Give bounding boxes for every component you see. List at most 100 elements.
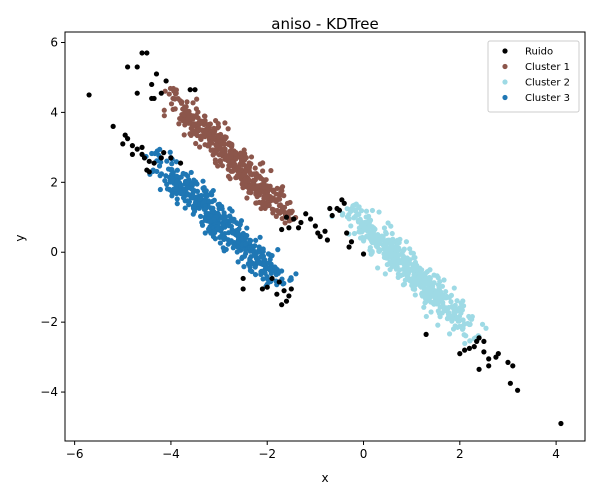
data-point-cluster-3 — [170, 169, 176, 176]
data-point-ruido — [129, 151, 136, 157]
data-point-ruido — [324, 237, 331, 243]
data-point-ruido — [124, 64, 131, 70]
data-point-cluster-2 — [451, 285, 457, 291]
data-point-cluster-2 — [463, 333, 469, 339]
data-point-cluster-2 — [367, 217, 374, 223]
data-point-cluster-3 — [173, 190, 180, 197]
data-point-cluster-3 — [230, 245, 236, 251]
data-point-cluster-1 — [181, 132, 187, 138]
data-point-cluster-2 — [452, 323, 458, 329]
data-point-cluster-3 — [185, 173, 191, 179]
data-point-cluster-2 — [350, 203, 356, 209]
data-point-ruido — [163, 78, 169, 84]
data-point-cluster-2 — [446, 331, 453, 337]
data-point-cluster-3 — [169, 178, 175, 184]
data-point-cluster-3 — [235, 259, 241, 265]
data-point-cluster-1 — [240, 172, 246, 178]
y-tick-label: −2 — [40, 315, 58, 329]
data-point-cluster-1 — [281, 204, 288, 211]
data-point-cluster-3 — [212, 236, 218, 242]
data-point-ruido — [134, 90, 140, 96]
data-point-cluster-1 — [210, 152, 216, 158]
data-point-cluster-2 — [390, 239, 396, 245]
data-point-cluster-3 — [242, 241, 249, 247]
data-point-cluster-1 — [250, 185, 256, 192]
data-point-cluster-3 — [190, 190, 196, 197]
data-point-cluster-1 — [278, 189, 284, 195]
data-point-cluster-2 — [421, 292, 427, 298]
data-point-cluster-2 — [382, 271, 388, 277]
series-cluster-1 — [161, 85, 299, 226]
data-point-cluster-1 — [262, 182, 268, 188]
data-point-ruido — [495, 351, 501, 357]
data-point-cluster-2 — [435, 322, 441, 328]
data-point-cluster-1 — [289, 208, 295, 214]
data-point-cluster-3 — [236, 226, 242, 232]
data-point-cluster-3 — [201, 188, 208, 194]
data-point-cluster-1 — [221, 134, 228, 140]
data-point-cluster-2 — [369, 207, 376, 214]
data-point-cluster-3 — [211, 228, 217, 234]
data-point-cluster-3 — [281, 280, 287, 286]
data-point-cluster-2 — [389, 263, 395, 270]
legend-label-cluster-1: Cluster 1 — [525, 62, 570, 73]
data-point-cluster-1 — [205, 142, 211, 148]
data-point-cluster-3 — [222, 217, 228, 224]
data-point-cluster-1 — [161, 107, 167, 113]
data-point-cluster-2 — [423, 275, 429, 281]
legend-label-cluster-2: Cluster 2 — [525, 78, 570, 89]
data-point-cluster-2 — [388, 245, 394, 251]
data-point-cluster-1 — [197, 119, 203, 125]
data-point-cluster-3 — [191, 177, 197, 183]
data-point-cluster-1 — [287, 199, 293, 206]
data-point-cluster-3 — [247, 239, 253, 245]
data-point-cluster-3 — [261, 261, 267, 267]
data-point-cluster-2 — [435, 275, 441, 281]
data-point-ruido — [240, 286, 246, 292]
data-point-ruido — [344, 230, 350, 236]
x-axis-label: x — [321, 471, 328, 485]
data-point-cluster-2 — [403, 239, 410, 245]
data-point-cluster-2 — [448, 292, 455, 298]
data-point-cluster-3 — [173, 159, 180, 165]
data-point-cluster-1 — [241, 156, 247, 162]
data-point-cluster-1 — [249, 172, 255, 178]
data-point-cluster-1 — [168, 101, 175, 107]
data-point-cluster-2 — [369, 250, 375, 256]
data-point-cluster-2 — [389, 230, 395, 237]
data-point-cluster-2 — [400, 257, 406, 264]
data-point-cluster-3 — [202, 206, 209, 212]
data-point-cluster-1 — [190, 100, 196, 106]
data-point-cluster-3 — [229, 216, 235, 222]
data-point-cluster-2 — [396, 247, 402, 253]
data-point-ruido — [177, 160, 184, 166]
data-point-cluster-3 — [164, 181, 170, 187]
data-point-cluster-1 — [265, 189, 271, 195]
data-point-cluster-1 — [170, 106, 176, 112]
data-point-cluster-2 — [479, 321, 486, 327]
data-point-cluster-3 — [221, 210, 227, 216]
data-point-cluster-2 — [411, 272, 417, 278]
data-point-cluster-3 — [217, 240, 223, 246]
data-point-cluster-3 — [249, 244, 255, 251]
data-point-cluster-3 — [262, 257, 268, 263]
data-point-ruido — [334, 205, 340, 212]
data-point-cluster-2 — [427, 267, 433, 273]
data-point-ruido — [259, 286, 266, 292]
data-point-ruido — [187, 87, 193, 93]
data-point-cluster-3 — [182, 205, 188, 211]
data-point-cluster-1 — [232, 161, 238, 168]
data-point-cluster-1 — [279, 215, 285, 222]
data-point-cluster-2 — [365, 213, 372, 219]
data-point-ruido — [124, 136, 131, 142]
data-point-ruido — [264, 284, 270, 290]
x-tick-label: 0 — [360, 447, 368, 461]
legend: Ruido Cluster 1 Cluster 2 Cluster 3 — [487, 40, 580, 113]
data-point-cluster-3 — [234, 249, 240, 255]
data-point-cluster-2 — [467, 338, 473, 344]
data-point-cluster-3 — [199, 219, 205, 226]
data-point-ruido — [120, 141, 126, 147]
data-point-ruido — [471, 344, 477, 350]
data-point-cluster-2 — [404, 255, 410, 261]
data-point-cluster-3 — [164, 158, 170, 164]
